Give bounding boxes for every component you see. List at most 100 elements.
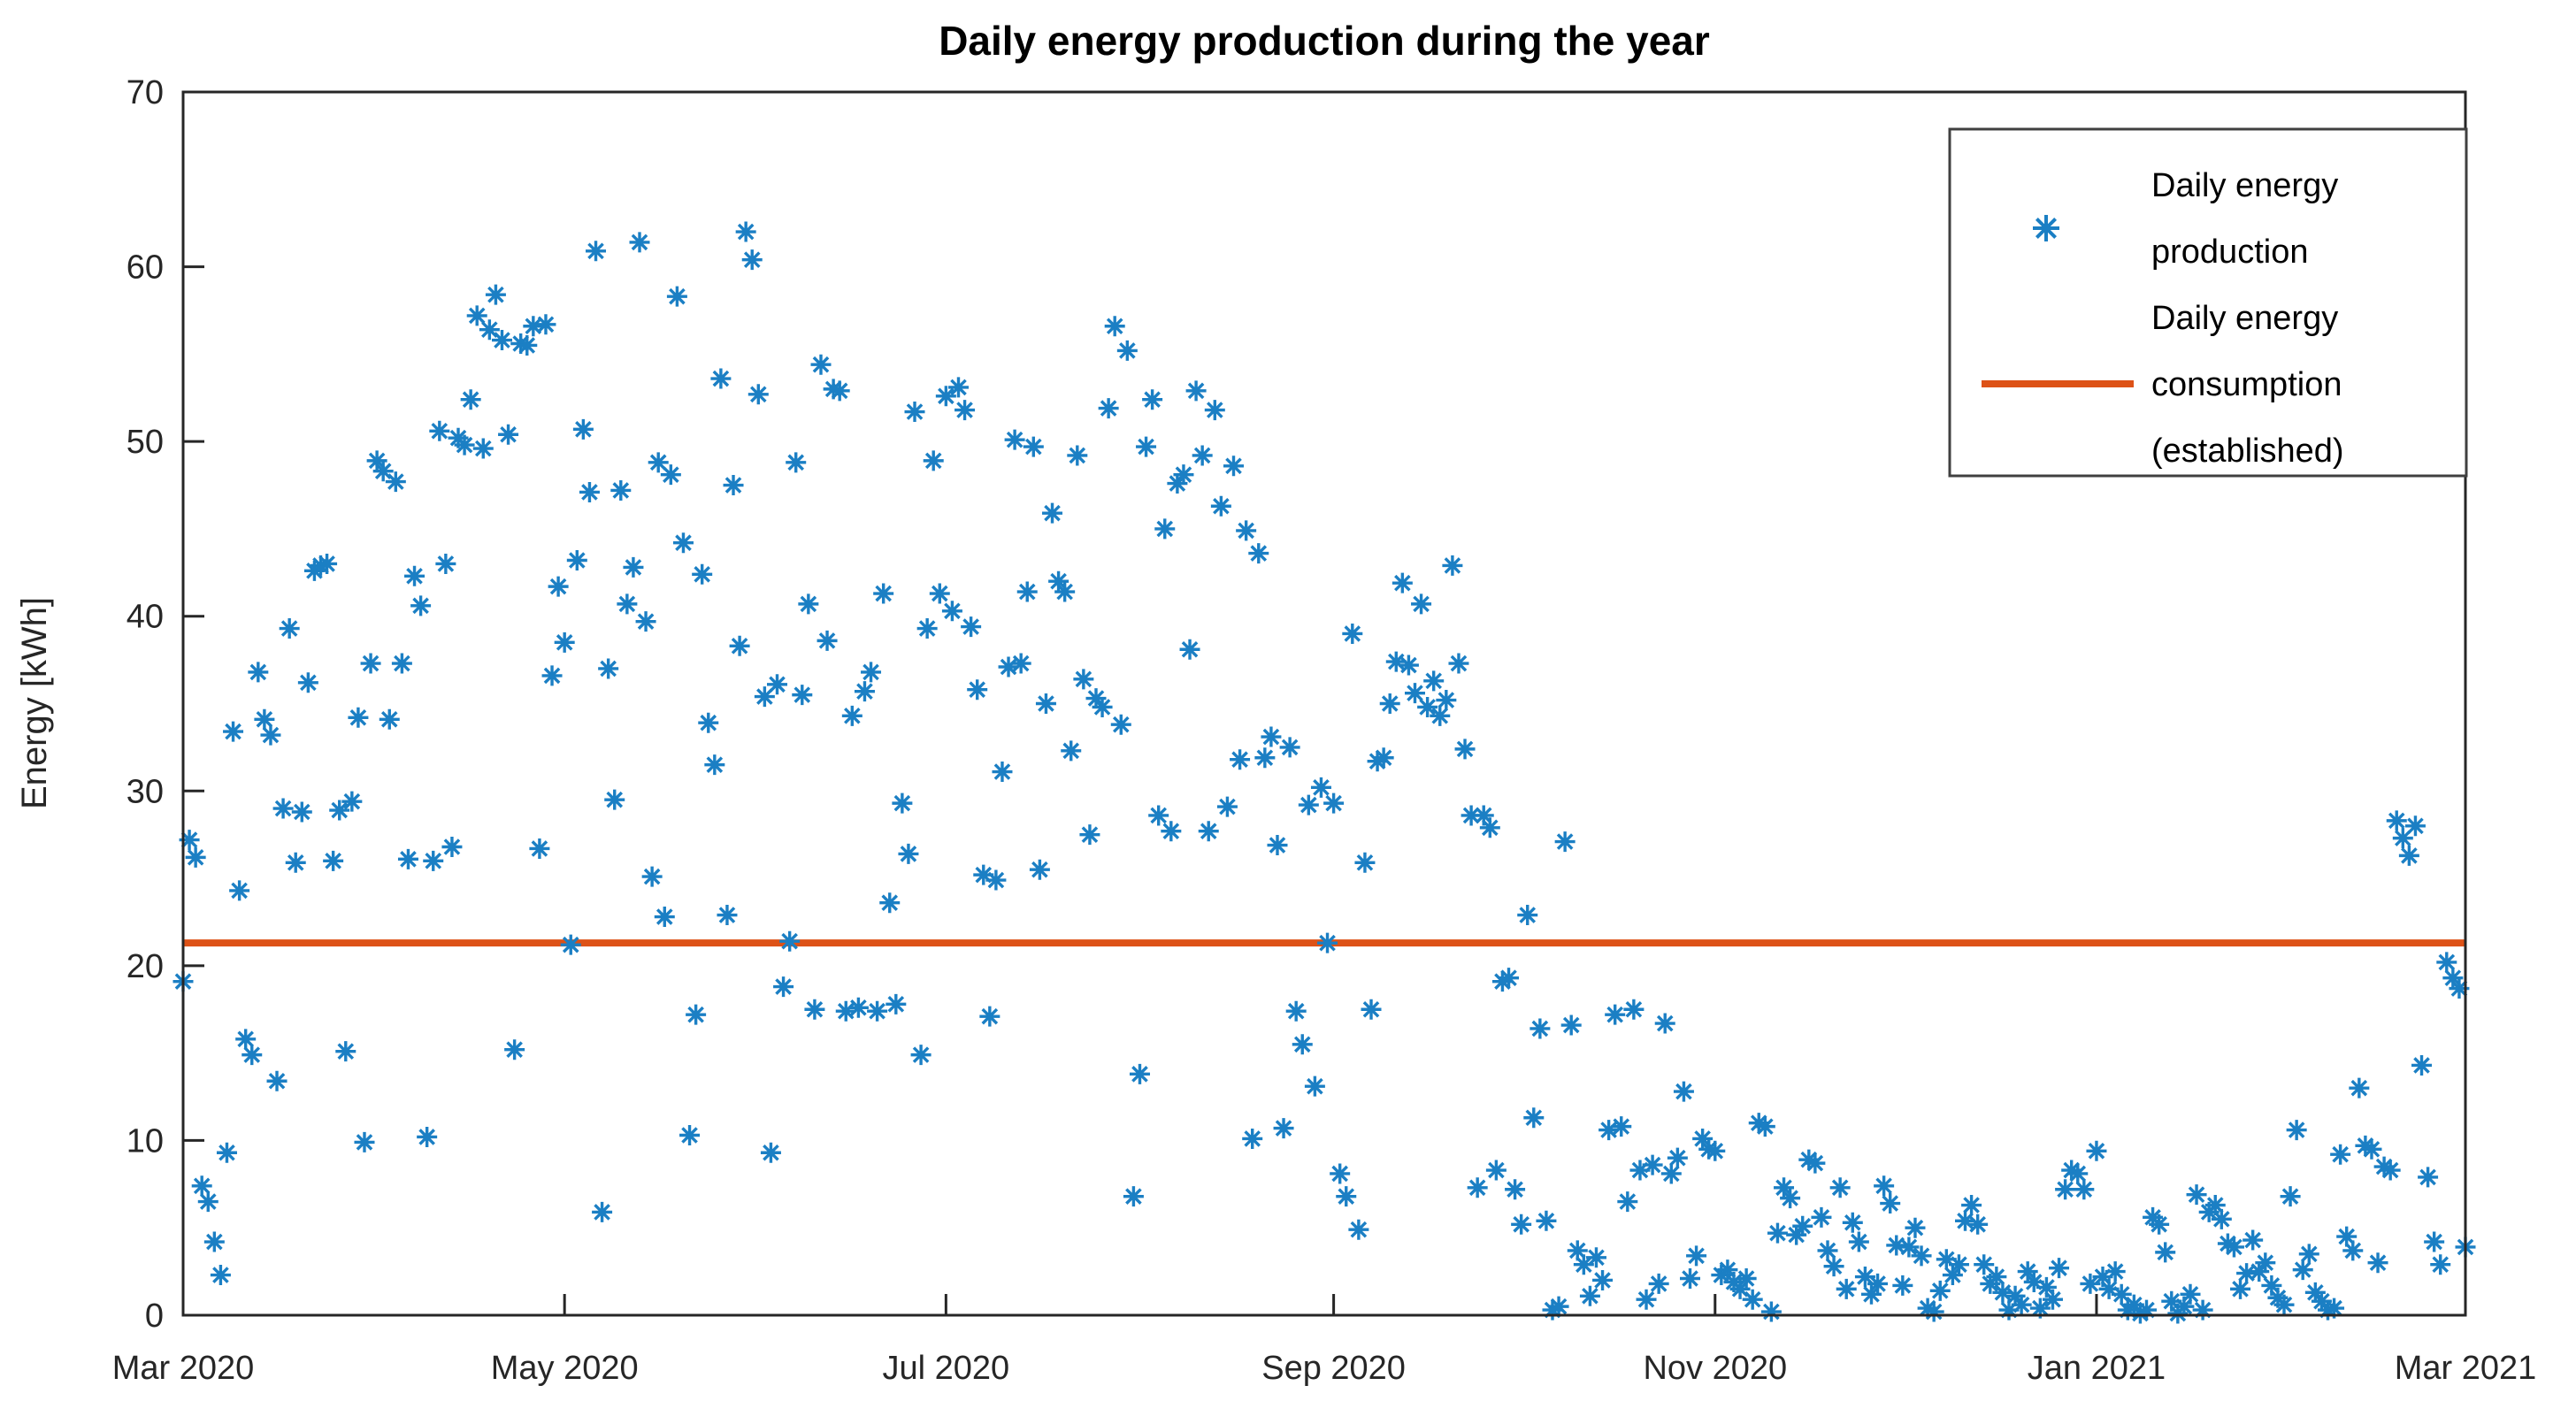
data-point xyxy=(2042,1289,2063,1310)
data-point xyxy=(1836,1278,1857,1299)
data-point xyxy=(2129,1303,2150,1324)
data-point xyxy=(1986,1267,2007,1288)
data-point xyxy=(1373,747,1394,769)
data-point xyxy=(835,1000,856,1022)
data-point xyxy=(910,1045,932,1066)
data-point xyxy=(2098,1278,2120,1299)
data-point xyxy=(1805,1152,1826,1174)
data-point xyxy=(723,475,744,496)
data-point xyxy=(1905,1217,1926,1238)
data-point xyxy=(1623,999,1644,1020)
data-point xyxy=(354,1131,375,1152)
data-point xyxy=(1880,1193,1901,1214)
data-point xyxy=(2311,1290,2332,1312)
data-point xyxy=(1010,653,1031,674)
data-point xyxy=(2330,1144,2351,1165)
data-point xyxy=(1642,1154,1663,1175)
data-point xyxy=(297,672,318,693)
data-point xyxy=(1505,1179,1526,1200)
data-point xyxy=(2123,1294,2144,1315)
data-point xyxy=(1292,1034,1313,1055)
legend-label-consumption: (established) xyxy=(2151,433,2344,470)
data-point xyxy=(1460,805,1482,826)
data-point xyxy=(1605,1004,1626,1025)
x-tick-label: Mar 2021 xyxy=(2395,1350,2537,1387)
data-point xyxy=(1705,1140,1726,1161)
data-point xyxy=(385,471,406,493)
legend: Daily energy production Daily energy consum… xyxy=(1948,127,2468,478)
data-point xyxy=(2398,845,2419,866)
data-point xyxy=(1786,1224,1807,1245)
data-point xyxy=(1911,1245,1932,1267)
data-point xyxy=(1261,726,1282,747)
data-point xyxy=(2249,1261,2270,1282)
data-point xyxy=(242,1045,263,1066)
y-tick-label: 40 xyxy=(126,599,164,636)
data-point xyxy=(417,1126,438,1147)
data-point xyxy=(323,850,344,871)
data-point xyxy=(1736,1268,1757,1290)
data-point xyxy=(535,314,556,335)
y-axis-label: Energy [kWh] xyxy=(15,597,54,809)
data-point xyxy=(1042,502,1063,524)
data-point xyxy=(2324,1298,2345,1319)
data-point xyxy=(1554,831,1576,853)
data-point xyxy=(692,563,713,585)
data-point xyxy=(2317,1299,2338,1321)
data-point xyxy=(592,1201,613,1222)
data-point xyxy=(1611,1116,1632,1137)
data-point xyxy=(2074,1179,2095,1200)
data-point xyxy=(485,284,506,305)
data-point xyxy=(1254,747,1276,769)
data-point xyxy=(867,1000,888,1022)
data-point xyxy=(2430,1254,2451,1275)
data-point xyxy=(786,452,807,473)
data-point xyxy=(1467,1177,1488,1198)
data-point xyxy=(1198,821,1219,842)
data-point xyxy=(1361,999,1382,1020)
data-point xyxy=(892,792,913,814)
data-point xyxy=(1154,518,1176,540)
data-point xyxy=(798,593,819,615)
data-point xyxy=(1792,1215,1813,1236)
data-point xyxy=(1248,543,1269,564)
data-point xyxy=(1411,593,1432,615)
data-point xyxy=(2361,1138,2382,1160)
data-point xyxy=(1811,1206,1832,1228)
data-point xyxy=(1767,1222,1788,1244)
data-point xyxy=(604,789,625,810)
data-point xyxy=(1079,824,1100,846)
data-point xyxy=(985,869,1007,891)
data-point xyxy=(1216,796,1238,817)
data-point xyxy=(1230,749,1251,770)
data-point xyxy=(1942,1265,1963,1286)
data-point xyxy=(779,930,801,952)
x-tick-label: Mar 2020 xyxy=(112,1350,255,1387)
data-point xyxy=(2049,1258,2070,1279)
data-point xyxy=(1760,1301,1782,1322)
data-point xyxy=(1148,805,1169,826)
data-point xyxy=(466,305,487,326)
data-point xyxy=(291,801,312,823)
data-point xyxy=(1673,1081,1694,1102)
data-point xyxy=(216,1142,237,1163)
data-point xyxy=(2424,1231,2445,1252)
data-point xyxy=(623,556,644,578)
data-point xyxy=(1404,683,1425,704)
data-point xyxy=(816,630,838,651)
data-point xyxy=(2061,1160,2082,1181)
data-point xyxy=(223,721,244,742)
data-point xyxy=(504,1039,525,1060)
data-point xyxy=(1392,572,1413,593)
data-point xyxy=(1236,520,1257,541)
data-point xyxy=(2236,1263,2258,1284)
data-point xyxy=(1323,792,1345,814)
data-point xyxy=(404,565,426,586)
data-point xyxy=(829,380,850,402)
data-point xyxy=(1448,653,1469,674)
data-point xyxy=(2286,1120,2307,1141)
data-point xyxy=(366,450,387,471)
data-point xyxy=(1998,1299,2020,1321)
data-point xyxy=(2092,1267,2113,1288)
